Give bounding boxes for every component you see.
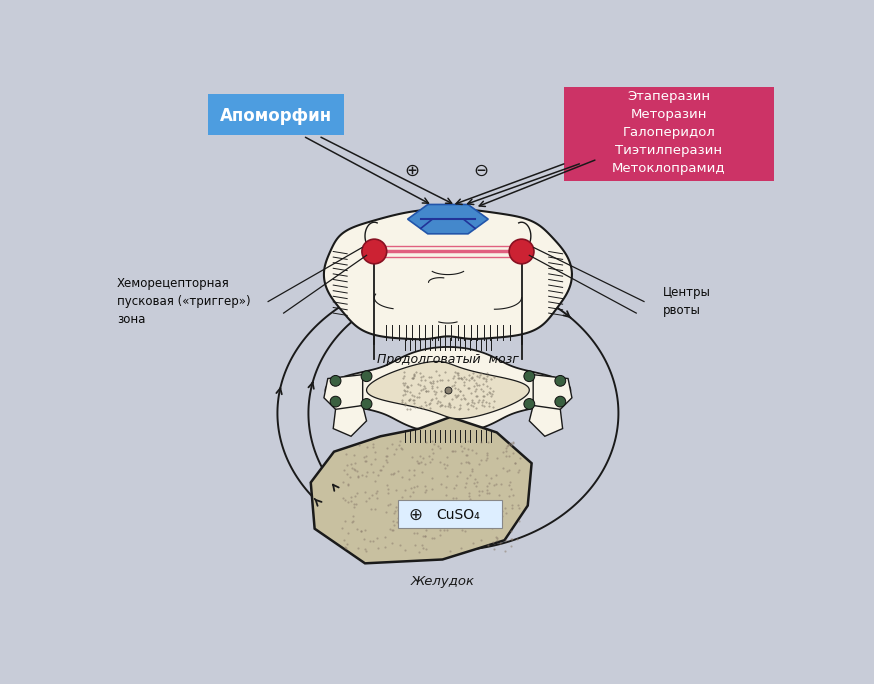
Text: CuSO₄: CuSO₄ (436, 508, 480, 522)
FancyBboxPatch shape (399, 500, 503, 528)
Circle shape (361, 399, 372, 409)
Text: Апоморфин: Апоморфин (220, 107, 332, 125)
Circle shape (555, 396, 565, 407)
Polygon shape (324, 375, 363, 413)
Polygon shape (366, 361, 530, 419)
Circle shape (362, 239, 386, 264)
Polygon shape (407, 205, 489, 234)
Circle shape (361, 371, 372, 382)
FancyBboxPatch shape (565, 88, 774, 181)
Polygon shape (324, 209, 572, 339)
Text: ⊕: ⊕ (404, 161, 419, 180)
Text: ⊖: ⊖ (474, 161, 489, 180)
Text: Этаперазин
Меторазин
Галоперидол
Тиэтилперазин
Метоклопрамид: Этаперазин Меторазин Галоперидол Тиэтилп… (612, 90, 725, 174)
Circle shape (330, 396, 341, 407)
Polygon shape (311, 417, 531, 564)
Circle shape (555, 376, 565, 386)
Circle shape (524, 371, 535, 382)
Text: Продолговатый  мозг: Продолговатый мозг (377, 353, 519, 366)
Circle shape (510, 239, 534, 264)
Text: Желудок: Желудок (411, 575, 475, 588)
Circle shape (524, 399, 535, 409)
Polygon shape (533, 375, 572, 413)
Polygon shape (530, 406, 563, 436)
Circle shape (330, 376, 341, 386)
Polygon shape (333, 406, 366, 436)
Polygon shape (325, 347, 571, 433)
Text: ⊕: ⊕ (408, 506, 422, 524)
Text: Центры
рвоты: Центры рвоты (663, 286, 711, 317)
FancyBboxPatch shape (208, 94, 344, 135)
Text: Хеморецепторная
пусковая («триггер»)
зона: Хеморецепторная пусковая («триггер») зон… (117, 277, 251, 326)
